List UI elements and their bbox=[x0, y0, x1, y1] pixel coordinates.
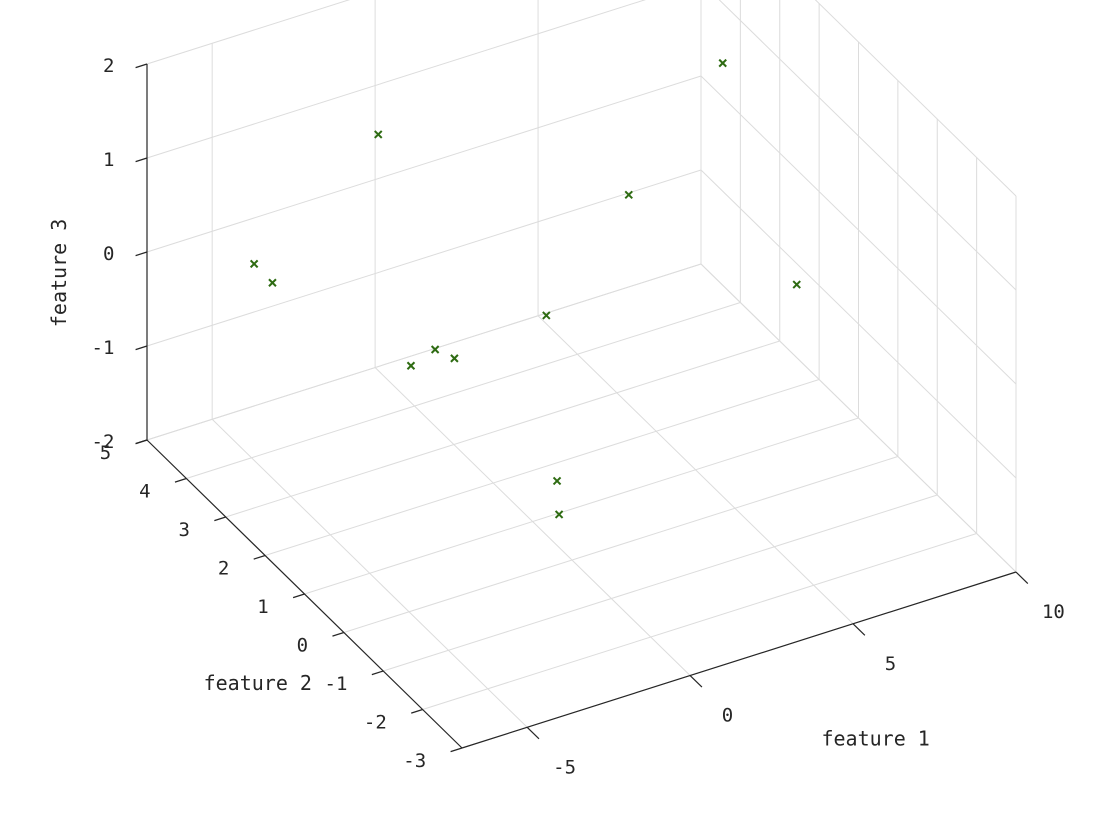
grid-line-backwall-z bbox=[146, 0, 646, 159]
data-point-stroke bbox=[542, 311, 551, 320]
y-tick-label: 1 bbox=[257, 596, 268, 618]
x-tick-label: 5 bbox=[885, 653, 896, 675]
data-point bbox=[450, 354, 459, 363]
data-point-stroke bbox=[552, 476, 562, 486]
y-tick bbox=[292, 593, 305, 599]
grid-line-sidewall-z bbox=[700, 169, 1017, 479]
data-point bbox=[624, 190, 633, 199]
data-point-stroke bbox=[792, 280, 801, 289]
grid-line-floor-y bbox=[422, 533, 977, 710]
data-point bbox=[374, 130, 383, 139]
y-tick bbox=[411, 708, 423, 714]
grid-line-floor-y bbox=[186, 302, 741, 479]
grid-line-sidewall-z bbox=[814, 0, 1017, 197]
z-tick bbox=[135, 345, 148, 351]
x-tick-label: -5 bbox=[553, 756, 576, 778]
data-point-stroke bbox=[554, 510, 564, 519]
data-point-stroke bbox=[624, 190, 633, 199]
grid-line-backwall-z bbox=[146, 263, 702, 441]
x-axis-label: feature 1 bbox=[821, 726, 929, 750]
z-tick-label: 1 bbox=[103, 149, 114, 171]
data-point-stroke bbox=[374, 130, 383, 139]
y-tick bbox=[371, 670, 384, 676]
grid-layer bbox=[146, 0, 1017, 749]
data-point bbox=[554, 510, 564, 519]
x-tick-label: 0 bbox=[722, 705, 733, 727]
data-point-stroke bbox=[406, 361, 416, 370]
y-tick-label: -3 bbox=[403, 750, 426, 772]
axis-layer bbox=[135, 63, 1029, 753]
y-tick-label: 3 bbox=[178, 519, 189, 541]
z-tick-label: -1 bbox=[92, 337, 115, 359]
x-axis-line bbox=[461, 571, 1017, 749]
x-tick bbox=[689, 675, 703, 688]
grid-line-sidewall-z bbox=[700, 263, 1017, 573]
y-tick bbox=[174, 477, 187, 483]
data-point bbox=[406, 361, 416, 370]
z-tick bbox=[135, 439, 148, 445]
data-point bbox=[268, 278, 277, 287]
z-tick bbox=[135, 251, 148, 257]
z-tick bbox=[135, 157, 148, 163]
data-point-stroke bbox=[718, 58, 727, 68]
grid-line-floor-y bbox=[304, 417, 859, 595]
x-tick bbox=[526, 726, 540, 740]
data-point-stroke bbox=[268, 278, 277, 287]
y-tick bbox=[450, 747, 463, 753]
data-point bbox=[542, 311, 551, 320]
y-tick-label: 0 bbox=[297, 634, 308, 656]
z-tick-label: -2 bbox=[92, 431, 115, 453]
grid-line-backwall-z bbox=[146, 0, 351, 65]
marker-layer bbox=[249, 58, 801, 519]
data-point bbox=[552, 476, 562, 486]
y-tick-label: 2 bbox=[218, 557, 229, 579]
data-point-stroke bbox=[430, 345, 440, 354]
y-tick-label: -1 bbox=[325, 673, 348, 695]
x-tick-label: 10 bbox=[1042, 601, 1065, 623]
data-point bbox=[792, 280, 801, 289]
grid-line-sidewall-z bbox=[718, 0, 1017, 291]
y-tick bbox=[253, 554, 266, 560]
z-tick-label: 2 bbox=[103, 55, 114, 77]
y-tick-label: 4 bbox=[139, 480, 150, 502]
z-tick bbox=[135, 63, 148, 69]
grid-line-floor-y bbox=[225, 340, 780, 518]
data-point-stroke bbox=[450, 354, 459, 363]
x-tick bbox=[1015, 571, 1029, 584]
y-tick bbox=[332, 631, 345, 637]
x-tick bbox=[852, 623, 866, 636]
y-tick bbox=[214, 516, 226, 522]
data-point bbox=[249, 259, 259, 269]
y-tick-label: 5 bbox=[100, 442, 111, 464]
grid-line-floor-y bbox=[264, 379, 820, 556]
z-tick-label: 0 bbox=[103, 243, 114, 265]
data-point bbox=[718, 58, 727, 68]
grid-line-sidewall-z bbox=[700, 75, 1017, 385]
data-point bbox=[430, 345, 440, 354]
grid-line-backwall-z bbox=[146, 75, 702, 253]
y-tick-label: -2 bbox=[364, 711, 387, 733]
y-axis-label: feature 2 bbox=[204, 671, 312, 695]
grid-line-backwall-z bbox=[146, 169, 702, 347]
data-point-stroke bbox=[249, 259, 259, 269]
grid-line-floor-y bbox=[383, 494, 938, 672]
grid-line-floor-y bbox=[343, 456, 899, 633]
z-axis-label: feature 3 bbox=[47, 219, 71, 327]
